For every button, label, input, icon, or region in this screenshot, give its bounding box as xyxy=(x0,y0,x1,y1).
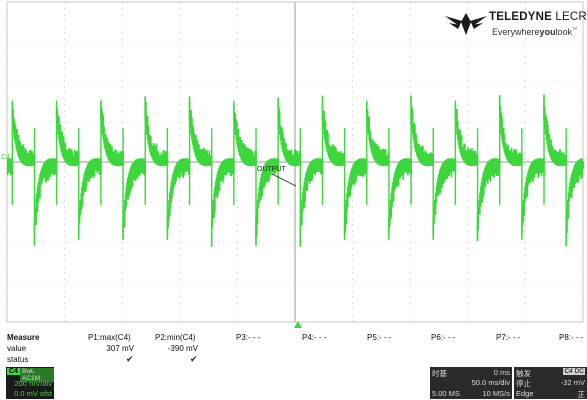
channel-tag: C4 xyxy=(7,368,20,375)
channel-descriptor-box[interactable]: C4 BwL AC1M 200 mV/div 0.0 mV ofst xyxy=(6,367,54,399)
trigger-level: -32 mV xyxy=(560,378,585,387)
trigger-level-marker[interactable] xyxy=(578,161,584,169)
tagline-bold: you xyxy=(539,27,556,37)
brand-bold: TELEDYNE xyxy=(489,11,552,23)
timebase-descriptor-box[interactable]: 时基 0 ms 50.0 ms/div 5.00 MS 10 MS/s xyxy=(430,367,512,399)
measure-status-check-icon: ✔ xyxy=(126,354,134,364)
tagline-pre: Everywhere xyxy=(492,27,540,37)
trigger-title: 触发 xyxy=(516,369,531,378)
measure-param-label[interactable]: P3:- - - xyxy=(236,333,261,342)
measure-param-label[interactable]: P4:- - - xyxy=(302,333,327,342)
output-callout-label: OUTPUT xyxy=(257,166,286,173)
tagline-tm: ™ xyxy=(572,27,578,33)
trigger-descriptor-box[interactable]: 触发 C4 DC 停止 -32 mV Edge 正 xyxy=(514,367,587,399)
channel-coupling: BwL AC1M xyxy=(20,368,54,382)
channel-scale: 200 mV/div xyxy=(14,379,52,388)
trigger-slope: 正 xyxy=(577,390,586,399)
measure-param-value: 307 mV xyxy=(106,344,134,353)
measure-row-label-status: status xyxy=(7,355,29,364)
measure-param-label[interactable]: P1:max(C4) xyxy=(88,333,131,342)
brand-tagline: Everywhereyoulook™ xyxy=(492,27,577,37)
trigger-type: Edge xyxy=(516,389,534,398)
measure-status-check-icon: ✔ xyxy=(190,354,198,364)
waveform-pulse xyxy=(7,158,14,176)
measure-param-label[interactable]: P6:- - - xyxy=(431,333,456,342)
output-callout-line xyxy=(271,173,297,187)
measure-param-label[interactable]: P2:min(C4) xyxy=(155,333,196,342)
measure-param-value: -390 mV xyxy=(167,344,198,353)
trigger-position-marker[interactable] xyxy=(294,321,302,328)
brand-light: LECROY xyxy=(555,11,587,23)
timebase-samples: 5.00 MS xyxy=(432,389,460,398)
timebase-delay: 0 ms xyxy=(493,368,510,377)
teledyne-lecroy-logo: TELEDYNE LECROY Everywhereyoulook™ xyxy=(445,10,587,42)
timebase-per-div: 50.0 ms/div xyxy=(471,378,510,387)
measure-row-label-value: value xyxy=(7,344,27,353)
measure-header: Measure xyxy=(7,333,40,342)
measure-param-label[interactable]: P7:- - - xyxy=(496,333,521,342)
timebase-rate: 10 MS/s xyxy=(482,389,510,398)
brand-name: TELEDYNE LECROY xyxy=(489,11,587,23)
timebase-title: 时基 xyxy=(432,369,447,378)
trigger-mode: 停止 xyxy=(516,379,531,388)
channel-offset: 0.0 mV ofst xyxy=(14,389,52,398)
channel-marker-label: C4 xyxy=(1,154,10,161)
measure-param-label[interactable]: P5:- - - xyxy=(367,333,392,342)
teledyne-eagle-icon xyxy=(445,13,487,35)
waveform-grid xyxy=(6,1,584,323)
measure-param-label[interactable]: P8:- - - xyxy=(559,333,584,342)
tagline-post: look xyxy=(555,27,573,37)
trigger-channel: C4 DC xyxy=(563,368,585,375)
